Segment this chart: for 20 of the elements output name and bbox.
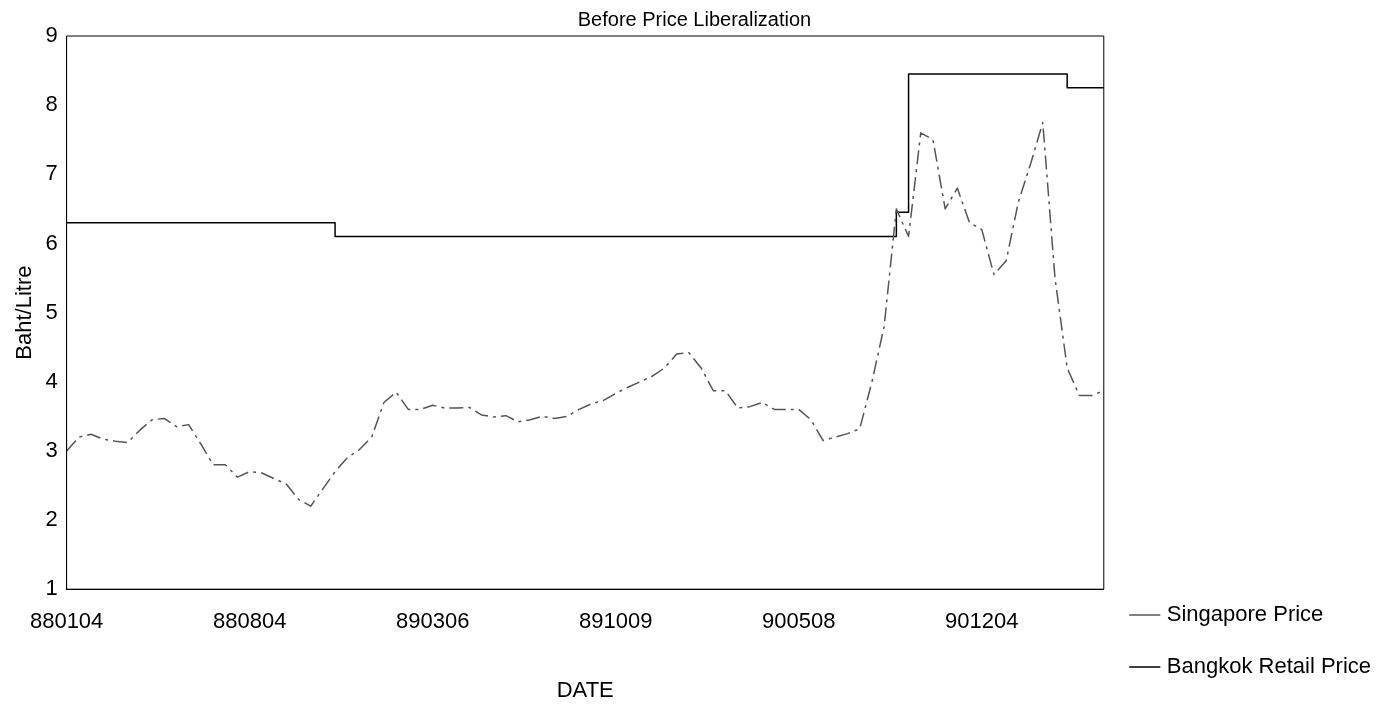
x-axis-title: DATE [556,676,614,702]
legend-label: Singapore Price [1166,601,1324,627]
chart-title: Before Price Liberalization [577,7,812,30]
x-tick-label: 900508 [762,608,836,634]
y-axis-title: Baht/Litre [11,265,37,360]
x-tick-label: 891009 [579,608,653,634]
y-tick-label: 2 [45,506,58,532]
y-tick-label: 4 [45,367,58,393]
y-tick-label: 1 [45,575,58,601]
x-tick-label: 880804 [212,608,287,634]
y-tick-label: 6 [45,229,58,255]
y-tick-label: 9 [45,22,58,48]
y-tick-label: 8 [45,91,58,117]
x-tick-label: 901204 [945,608,1019,634]
legend-label: Bangkok Retail Price [1166,653,1372,679]
x-tick-label: 880104 [29,608,104,634]
y-tick-label: 7 [45,160,58,186]
y-tick-label: 3 [45,436,58,462]
x-tick-label: 890306 [395,608,470,634]
y-tick-label: 5 [45,298,58,324]
